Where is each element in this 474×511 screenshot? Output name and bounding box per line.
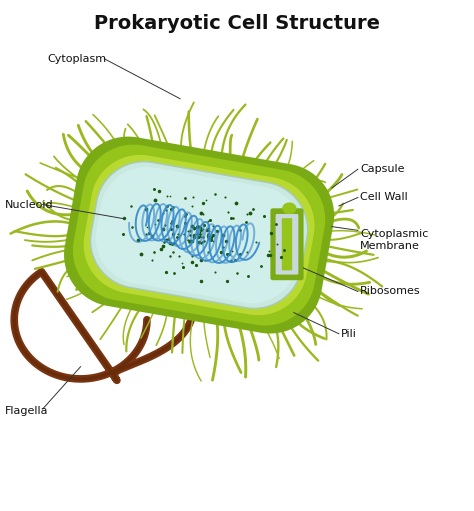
Text: VectorStock: VectorStock xyxy=(14,483,109,498)
Text: Cytoplasm: Cytoplasm xyxy=(47,54,107,64)
Polygon shape xyxy=(96,167,302,303)
Text: VectorStock.com/46801778: VectorStock.com/46801778 xyxy=(326,485,460,496)
FancyBboxPatch shape xyxy=(270,208,303,280)
Polygon shape xyxy=(73,145,325,326)
Ellipse shape xyxy=(282,202,296,214)
Polygon shape xyxy=(91,162,308,308)
Text: Prokaryotic Cell Structure: Prokaryotic Cell Structure xyxy=(94,14,380,33)
Polygon shape xyxy=(64,136,334,334)
FancyBboxPatch shape xyxy=(282,218,292,270)
Polygon shape xyxy=(83,155,315,315)
Text: Pili: Pili xyxy=(341,329,357,339)
Text: Cytoplasmic
Membrane: Cytoplasmic Membrane xyxy=(360,229,428,250)
FancyBboxPatch shape xyxy=(275,214,298,274)
Text: Capsule: Capsule xyxy=(360,164,405,174)
Text: Nucleoid: Nucleoid xyxy=(5,199,54,210)
Text: Cell Wall: Cell Wall xyxy=(360,193,408,202)
Text: Ribosomes: Ribosomes xyxy=(360,287,421,296)
Text: Flagella: Flagella xyxy=(5,406,48,416)
